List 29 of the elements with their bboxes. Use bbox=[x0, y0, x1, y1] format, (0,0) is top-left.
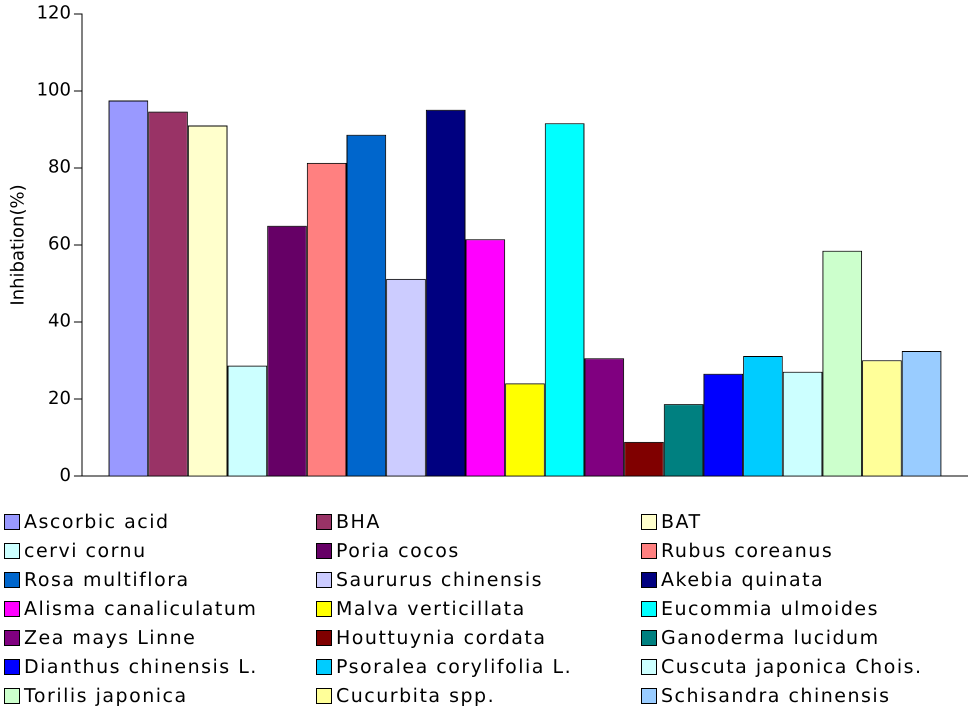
legend-label: BHA bbox=[336, 510, 381, 532]
y-tick-label: 20 bbox=[48, 388, 71, 409]
y-tick-label: 120 bbox=[36, 2, 71, 24]
legend-label: Cucurbita spp. bbox=[336, 684, 496, 706]
legend-label: cervi cornu bbox=[24, 540, 147, 562]
legend-label: Ascorbic acid bbox=[24, 510, 170, 532]
legend-label: Akebia quinata bbox=[661, 568, 824, 590]
legend-label: Psoralea corylifolia L. bbox=[336, 656, 572, 678]
legend-label: Eucommia ulmoides bbox=[661, 598, 879, 620]
legend-label: Saururus chinensis bbox=[336, 568, 544, 590]
legend-label: BAT bbox=[661, 510, 702, 532]
legend-label: Rubus coreanus bbox=[661, 540, 834, 562]
legend-label: Schisandra chinensis bbox=[661, 684, 891, 706]
y-tick-label: 100 bbox=[36, 80, 71, 101]
y-tick-label: 40 bbox=[48, 310, 71, 332]
legend-label: Torilis japonica bbox=[24, 684, 188, 706]
legend-label: Alisma canaliculatum bbox=[24, 598, 258, 620]
y-tick-label: 60 bbox=[48, 234, 71, 255]
y-tick-label: 80 bbox=[48, 156, 71, 178]
y-axis-title: Inhibation(%) bbox=[7, 184, 28, 306]
y-tick-label: 0 bbox=[60, 464, 71, 486]
legend-label: Poria cocos bbox=[336, 540, 460, 562]
legend-label: Malva verticillata bbox=[336, 598, 526, 620]
legend-label: Zea mays Linne bbox=[24, 626, 196, 648]
legend-label: Dianthus chinensis L. bbox=[24, 656, 258, 678]
legend-label: Cuscuta japonica Chois. bbox=[661, 656, 923, 678]
legend-label: Houttuynia cordata bbox=[336, 626, 546, 648]
legend-label: Ganoderma lucidum bbox=[661, 626, 880, 648]
legend-label: Rosa multiflora bbox=[24, 568, 190, 590]
